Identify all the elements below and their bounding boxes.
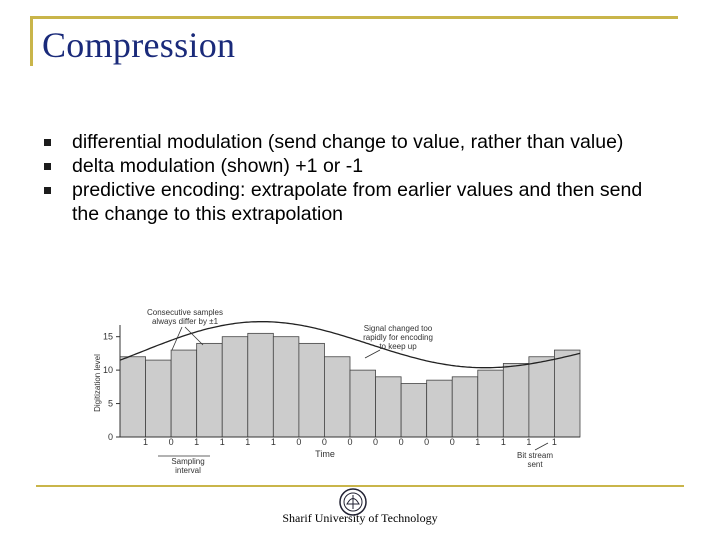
footer-text: Sharif University of Technology — [282, 511, 438, 525]
bit-label: 1 — [194, 437, 199, 447]
annotation-consecutive-samples: always differ by ±1 — [152, 317, 219, 326]
bit-label: 0 — [169, 437, 174, 447]
bullet-square-icon — [44, 163, 51, 170]
bit-label: 1 — [501, 437, 506, 447]
annotation-signal-changed: rapidly for encoding — [363, 333, 433, 342]
staircase-bar — [349, 369, 376, 438]
bit-label: 0 — [399, 437, 404, 447]
staircase-bar — [170, 349, 198, 438]
staircase-bar — [119, 356, 146, 438]
bullet-item: predictive encoding: extrapolate from ea… — [44, 178, 658, 226]
staircase-bar — [298, 342, 325, 438]
staircase-bar — [426, 379, 453, 438]
staircase-bar — [145, 359, 172, 438]
staircase-bar — [324, 356, 351, 438]
staircase-bar — [272, 336, 300, 438]
annotation-consecutive-samples: Consecutive samples — [147, 308, 223, 317]
top-rule — [30, 16, 678, 19]
bit-label: 0 — [424, 437, 429, 447]
staircase-bar — [196, 342, 223, 438]
staircase-bar — [400, 383, 428, 438]
bit-label: 1 — [143, 437, 148, 447]
bit-label: 1 — [245, 437, 250, 447]
annotation-arrow — [171, 326, 183, 351]
staircase-bar — [247, 332, 274, 438]
staircase-bar — [375, 376, 402, 438]
staircase-bar — [221, 336, 249, 438]
annotation-bit-stream: sent — [527, 460, 543, 469]
bit-label: 0 — [450, 437, 455, 447]
staircase-bar — [451, 376, 479, 438]
bullet-item: delta modulation (shown) +1 or -1 — [44, 154, 658, 178]
bit-label: 0 — [296, 437, 301, 447]
staircase-bar — [477, 369, 504, 438]
staircase-bar — [528, 356, 555, 438]
annotation-arrow — [364, 349, 381, 359]
analog-signal-line — [119, 321, 581, 369]
annotation-sampling-interval: interval — [175, 466, 201, 475]
bit-label: 0 — [347, 437, 352, 447]
bit-label: 0 — [322, 437, 327, 447]
annotation-signal-changed: Signal changed too — [364, 324, 433, 333]
bottom-rule — [36, 485, 684, 487]
y-tick-label: 15 — [103, 332, 113, 342]
university-seal-icon — [339, 488, 367, 516]
annotation-sampling-interval: Sampling — [171, 457, 204, 466]
bit-label: 1 — [271, 437, 276, 447]
bullet-item: differential modulation (send change to … — [44, 130, 658, 154]
slide-title: Compression — [42, 25, 236, 65]
annotation-arrow — [534, 442, 549, 451]
bullet-square-icon — [44, 139, 51, 146]
left-rule — [30, 16, 33, 66]
x-axis-label: Time — [315, 449, 335, 459]
bit-label: 1 — [475, 437, 480, 447]
bit-label: 0 — [373, 437, 378, 447]
annotation-signal-changed: to keep up — [379, 342, 417, 351]
staircase-bar — [554, 349, 581, 438]
y-tick-label: 0 — [108, 432, 113, 442]
bit-label: 1 — [552, 437, 557, 447]
y-tick-label: 10 — [103, 365, 113, 375]
y-axis-label: Digitization level — [93, 354, 102, 412]
annotation-bit-stream: Bit stream — [517, 451, 553, 460]
y-tick-label: 5 — [108, 399, 113, 409]
annotation-arrow — [184, 326, 204, 346]
bit-label: 1 — [220, 437, 225, 447]
bullet-list: differential modulation (send change to … — [44, 130, 658, 226]
bit-label: 1 — [526, 437, 531, 447]
staircase-bar — [502, 363, 530, 438]
bullet-square-icon — [44, 187, 51, 194]
